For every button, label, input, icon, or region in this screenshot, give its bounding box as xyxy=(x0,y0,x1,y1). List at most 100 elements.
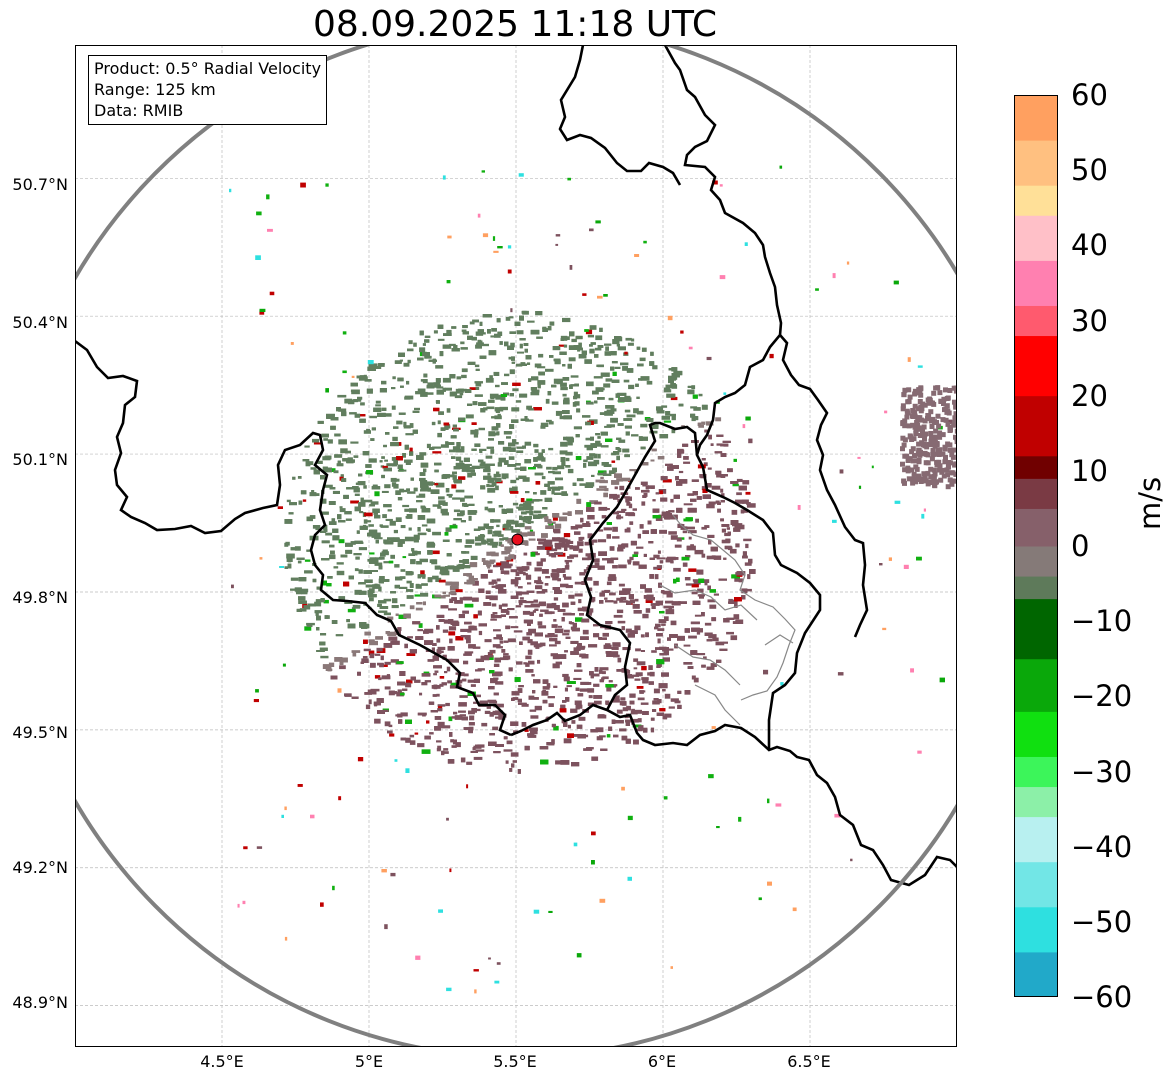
echo-gate xyxy=(598,669,603,674)
echo-gate xyxy=(497,331,503,336)
echo-gate xyxy=(589,344,593,347)
echo-gate xyxy=(555,544,562,550)
echo-gate xyxy=(597,453,601,459)
echo-gate xyxy=(437,646,446,650)
echo-gate xyxy=(402,688,408,691)
echo-gate xyxy=(678,403,684,407)
echo-gate xyxy=(599,667,609,671)
echo-gate xyxy=(573,647,581,651)
echo-gate xyxy=(941,396,947,402)
echo-gate xyxy=(306,622,315,626)
echo-gate xyxy=(511,691,520,696)
echo-gate xyxy=(914,466,920,472)
echo-gate xyxy=(654,574,659,580)
echo-gate xyxy=(625,498,630,503)
echo-gate xyxy=(456,376,462,380)
echo-gate xyxy=(691,591,698,595)
echo-gate xyxy=(579,613,584,616)
echo-gate xyxy=(449,343,456,346)
echo-gate xyxy=(551,574,560,578)
echo-gate xyxy=(613,600,618,604)
echo-gate xyxy=(834,813,841,818)
echo-gate xyxy=(323,438,328,441)
echo-gate xyxy=(732,484,739,487)
echo-gate xyxy=(327,439,333,444)
echo-gate xyxy=(437,338,445,341)
echo-gate xyxy=(494,478,502,482)
echo-gate xyxy=(523,552,528,556)
echo-gate xyxy=(563,436,568,441)
echo-gate xyxy=(583,569,587,574)
echo-gate xyxy=(653,698,659,701)
echo-gate xyxy=(595,727,604,733)
echo-gate xyxy=(605,651,612,654)
echo-gate xyxy=(646,418,654,422)
echo-gate xyxy=(462,551,470,554)
echo-gate xyxy=(331,620,338,624)
echo-gate xyxy=(323,524,328,530)
echo-gate xyxy=(343,581,350,587)
echo-gate xyxy=(480,485,486,490)
echo-gate xyxy=(377,412,386,417)
radar-map-canvas[interactable] xyxy=(75,45,957,1047)
echo-gate xyxy=(607,576,617,581)
echo-gate xyxy=(599,412,608,415)
echo-gate xyxy=(392,436,398,442)
echo-gate xyxy=(424,640,434,645)
echo-gate xyxy=(501,649,506,653)
echo-gate xyxy=(309,492,317,497)
echo-gate xyxy=(551,624,558,628)
echo-gate xyxy=(524,605,532,608)
echo-gate xyxy=(606,581,612,586)
echo-gate xyxy=(514,467,522,470)
echo-gate xyxy=(370,662,376,668)
echo-gate xyxy=(496,962,501,965)
echo-gate xyxy=(687,507,697,513)
echo-gate xyxy=(480,574,488,579)
echo-gate xyxy=(445,488,450,493)
echo-gate xyxy=(237,903,240,908)
echo-gate xyxy=(704,483,712,488)
echo-gate xyxy=(442,377,451,383)
echo-gate xyxy=(319,498,327,504)
echo-gate xyxy=(510,491,519,494)
echo-gate xyxy=(419,330,424,336)
echo-gate xyxy=(922,402,928,408)
echo-gate xyxy=(944,403,950,409)
echo-gate xyxy=(522,610,531,615)
echo-gate xyxy=(417,629,423,632)
echo-gate xyxy=(588,461,597,467)
echo-gate xyxy=(670,966,673,969)
echo-gate xyxy=(940,451,946,457)
echo-gate xyxy=(562,377,570,381)
echo-gate xyxy=(383,467,392,472)
echo-gate xyxy=(445,581,453,586)
echo-gate xyxy=(289,502,297,506)
echo-gate xyxy=(443,422,450,426)
echo-gate xyxy=(497,246,503,249)
echo-gate xyxy=(540,490,547,495)
echo-gate xyxy=(551,384,557,388)
echo-gate xyxy=(561,617,565,622)
echo-gate xyxy=(666,511,671,515)
echo-gate xyxy=(450,658,459,663)
echo-gate xyxy=(677,704,682,709)
echo-gate xyxy=(287,563,292,569)
echo-gate xyxy=(479,449,483,453)
echo-gate xyxy=(403,421,407,427)
echo-gate xyxy=(943,455,948,460)
echo-gate xyxy=(769,353,774,359)
echo-gate xyxy=(951,420,957,425)
echo-gate xyxy=(668,531,677,535)
echo-gate xyxy=(634,625,641,631)
echo-gate xyxy=(720,518,724,522)
echo-gate xyxy=(690,621,700,625)
echo-gate xyxy=(485,526,494,529)
radar-map[interactable]: Product: 0.5° Radial Velocity Range: 125… xyxy=(75,45,957,1047)
echo-gate xyxy=(560,335,568,341)
echo-gate xyxy=(586,401,594,405)
echo-gate xyxy=(589,565,598,568)
echo-gate xyxy=(429,559,437,563)
echo-gate xyxy=(660,476,668,481)
echo-gate xyxy=(943,387,948,393)
